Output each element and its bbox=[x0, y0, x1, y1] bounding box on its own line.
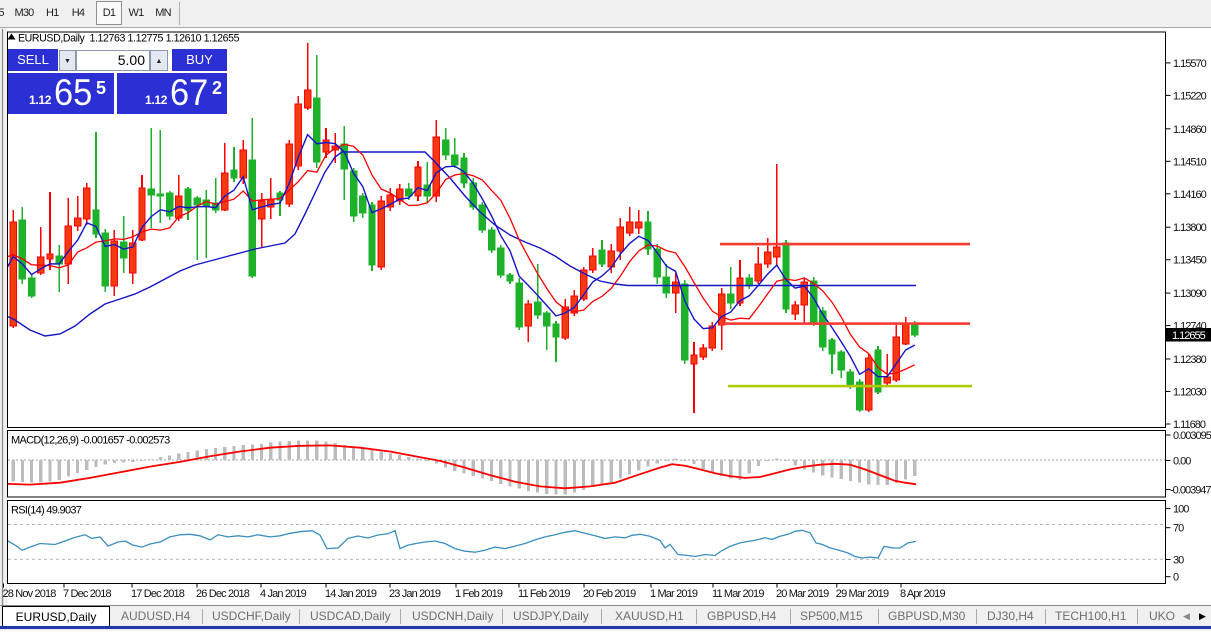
svg-text:7 Dec 2018: 7 Dec 2018 bbox=[63, 588, 111, 600]
svg-text:-0.003947: -0.003947 bbox=[1170, 485, 1211, 497]
svg-text:20 Feb 2019: 20 Feb 2019 bbox=[583, 588, 636, 600]
svg-text:0.003095: 0.003095 bbox=[1173, 430, 1211, 442]
svg-text:1.15220: 1.15220 bbox=[1173, 90, 1207, 102]
svg-text:1.15570: 1.15570 bbox=[1173, 58, 1207, 70]
svg-text:30: 30 bbox=[1173, 555, 1184, 567]
svg-text:1 Mar 2019: 1 Mar 2019 bbox=[650, 588, 698, 600]
svg-text:100: 100 bbox=[1173, 504, 1189, 516]
svg-text:0: 0 bbox=[1173, 572, 1179, 584]
svg-text:1 Feb 2019: 1 Feb 2019 bbox=[455, 588, 503, 600]
svg-text:1.13450: 1.13450 bbox=[1173, 255, 1207, 267]
svg-text:20 Mar 2019: 20 Mar 2019 bbox=[776, 588, 829, 600]
svg-text:70: 70 bbox=[1173, 523, 1184, 535]
svg-text:28 Nov 2018: 28 Nov 2018 bbox=[3, 588, 57, 600]
svg-text:MACD(12,26,9) -0.001657 -0.002: MACD(12,26,9) -0.001657 -0.002573 bbox=[11, 435, 170, 447]
svg-text:1.14510: 1.14510 bbox=[1173, 156, 1207, 168]
svg-text:RSI(14) 49.9037: RSI(14) 49.9037 bbox=[11, 505, 82, 517]
svg-text:EURUSD,Daily 1.12763 1.12775: EURUSD,Daily 1.12763 1.12775 1.12610 1.1… bbox=[18, 33, 240, 45]
svg-text:1.12030: 1.12030 bbox=[1173, 387, 1207, 399]
svg-text:0.00: 0.00 bbox=[1173, 456, 1191, 468]
svg-text:11 Mar 2019: 11 Mar 2019 bbox=[712, 588, 764, 600]
svg-text:1.13800: 1.13800 bbox=[1173, 222, 1207, 234]
svg-text:11 Feb 2019: 11 Feb 2019 bbox=[518, 588, 570, 600]
svg-text:1.12655: 1.12655 bbox=[1172, 330, 1206, 342]
svg-text:26 Dec 2018: 26 Dec 2018 bbox=[196, 588, 250, 600]
svg-text:1.12380: 1.12380 bbox=[1173, 354, 1207, 366]
svg-text:29 Mar 2019: 29 Mar 2019 bbox=[836, 588, 889, 600]
svg-text:1.14860: 1.14860 bbox=[1173, 124, 1207, 136]
svg-text:4 Jan 2019: 4 Jan 2019 bbox=[260, 588, 307, 600]
svg-text:8 Apr 2019: 8 Apr 2019 bbox=[900, 588, 945, 600]
svg-text:23 Jan 2019: 23 Jan 2019 bbox=[389, 588, 441, 600]
svg-text:17 Dec 2018: 17 Dec 2018 bbox=[131, 588, 185, 600]
svg-text:1.11680: 1.11680 bbox=[1173, 419, 1206, 431]
svg-text:14 Jan 2019: 14 Jan 2019 bbox=[325, 588, 377, 600]
svg-text:1.13090: 1.13090 bbox=[1173, 288, 1207, 300]
svg-text:1.14160: 1.14160 bbox=[1173, 189, 1207, 201]
